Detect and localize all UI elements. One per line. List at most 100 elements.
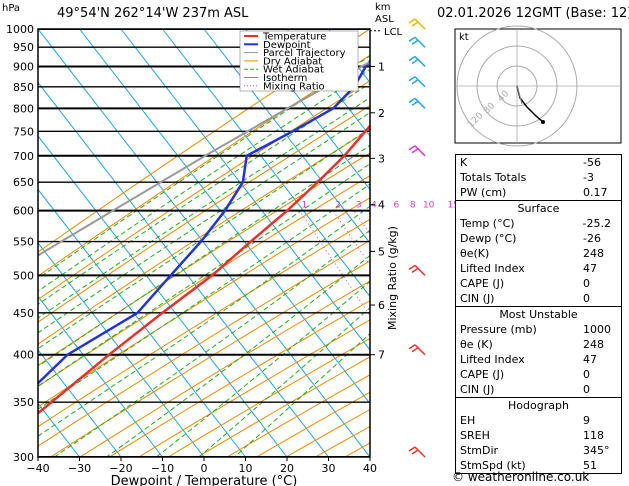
most-unstable-value: 1000	[583, 323, 611, 336]
wind-barb	[408, 145, 426, 157]
legend-entry: Dewpoint	[263, 40, 311, 51]
wind-barb-flag	[411, 347, 419, 353]
legend-entry: Dry Adiabat	[263, 56, 322, 67]
pressure-label: 450	[13, 307, 34, 320]
wind-barb-flag	[411, 100, 419, 106]
mixing-ratio-value: 15	[447, 201, 458, 211]
mixing-ratio-value: 10	[423, 201, 435, 211]
dry-adiabat	[109, 299, 370, 457]
x-tick-label: 30	[322, 462, 336, 475]
wind-barb-flag	[411, 267, 419, 274]
pressure-label: 950	[13, 41, 34, 54]
wind-barb-flag	[408, 55, 416, 62]
isotherm-line	[38, 188, 246, 457]
wind-barb-flag	[411, 21, 419, 27]
isotherm-line	[203, 29, 370, 244]
wind-barb	[408, 36, 426, 48]
most-unstable-value: 0	[583, 368, 590, 381]
legend-entry: Wet Adiabat	[263, 65, 324, 76]
surface-value: -25.2	[582, 217, 611, 230]
mixing-ratio-value: 1	[301, 201, 307, 211]
km-label: km	[375, 2, 391, 13]
x-tick-label: 40	[363, 462, 377, 475]
wind-barb-shaft	[414, 55, 426, 67]
wind-barb-flag	[408, 76, 416, 82]
surface-row: CIN (J) 0	[456, 291, 621, 306]
hodograph-stat-value: 51	[583, 459, 597, 472]
wind-barb	[408, 18, 426, 30]
most-unstable-label: CIN (J)	[460, 383, 495, 396]
wind-barb-flag	[408, 145, 416, 151]
mixing-ratio-value: 8	[410, 201, 416, 211]
wind-barb-shaft	[414, 36, 426, 48]
surface-label: CAPE (J)	[460, 277, 505, 290]
index-label: Totals Totals	[460, 171, 527, 184]
surface-value: -26	[583, 232, 601, 245]
most-unstable-title: Most Unstable	[499, 308, 578, 321]
wet-adiabat	[198, 307, 370, 457]
wind-barb	[408, 344, 426, 356]
wind-barb-flag	[411, 39, 419, 45]
wet-adiabat	[106, 254, 370, 457]
surface-value: 0	[583, 277, 590, 290]
datetime-title: 02.01.2026 12GMT (Base: 12)	[437, 6, 629, 21]
most-unstable-row: CAPE (J) 0	[456, 367, 621, 382]
hpa-label: hPa	[2, 3, 21, 14]
legend-entry: Temperature	[262, 32, 326, 43]
x-tick-label: 20	[280, 462, 294, 475]
isotherm-line	[38, 349, 122, 457]
dry-adiabat	[168, 337, 370, 457]
wind-barb	[408, 446, 426, 458]
wind-barb-flag	[408, 446, 416, 452]
legend-box	[239, 30, 359, 92]
most-unstable-row: θe (K) 248	[456, 337, 621, 352]
most-unstable-label: Lifted Index	[460, 353, 525, 366]
x-tick-label: −10	[151, 462, 174, 475]
hodograph-title: Hodograph	[508, 399, 569, 412]
wind-barb-flag	[411, 148, 419, 154]
isotherm-line	[38, 242, 205, 457]
wind-barb-flag	[411, 79, 419, 85]
x-tick-label: 0	[201, 462, 208, 475]
wind-barb-shaft	[414, 18, 426, 30]
index-label: K	[460, 156, 468, 169]
pressure-label: 500	[13, 269, 34, 282]
pressure-label: 1000	[6, 23, 34, 36]
isotherm-line	[38, 295, 163, 457]
most-unstable-row: CIN (J) 0	[456, 382, 621, 397]
wind-barb-shaft	[414, 344, 426, 356]
km-tick-label: 7	[378, 349, 385, 362]
wind-barb-flag	[408, 36, 416, 42]
wind-barb	[408, 55, 426, 67]
surface-label: Lifted Index	[460, 262, 525, 275]
wind-barb-shaft	[414, 145, 426, 157]
hodograph-end-dot	[541, 120, 545, 124]
pressure-label: 700	[13, 150, 34, 163]
isotherm-line	[38, 29, 370, 457]
pressure-label: 750	[13, 125, 34, 138]
legend-entry: Isotherm	[263, 73, 307, 84]
isotherm-line	[38, 402, 80, 457]
wet-adiabat	[54, 229, 370, 457]
wind-barb	[408, 97, 426, 109]
asl-label: ASL	[375, 14, 394, 25]
x-tick-label: −20	[109, 462, 132, 475]
wind-barb-flag	[411, 58, 419, 65]
wet-adiabat	[38, 68, 370, 292]
hodograph-stat-row: SREH 118	[456, 428, 621, 443]
index-row: PW (cm) 0.17	[456, 185, 621, 200]
surface-label: Temp (°C)	[460, 217, 515, 230]
pressure-label: 850	[13, 81, 34, 94]
pressure-label: 600	[13, 205, 34, 218]
isotherm-line	[120, 29, 370, 351]
wind-barb-flag	[408, 97, 416, 103]
x-tick-label: 10	[239, 462, 253, 475]
series-temperature	[38, 124, 370, 415]
legend-entry: Mixing Ratio	[263, 81, 325, 92]
dry-adiabat	[138, 319, 370, 457]
surface-value: 0	[583, 292, 590, 305]
mixing-ratio-value: 2	[335, 201, 341, 211]
hodograph-stat-label: EH	[460, 414, 476, 427]
x-tick-label: −30	[68, 462, 91, 475]
most-unstable-value: 248	[583, 338, 604, 351]
